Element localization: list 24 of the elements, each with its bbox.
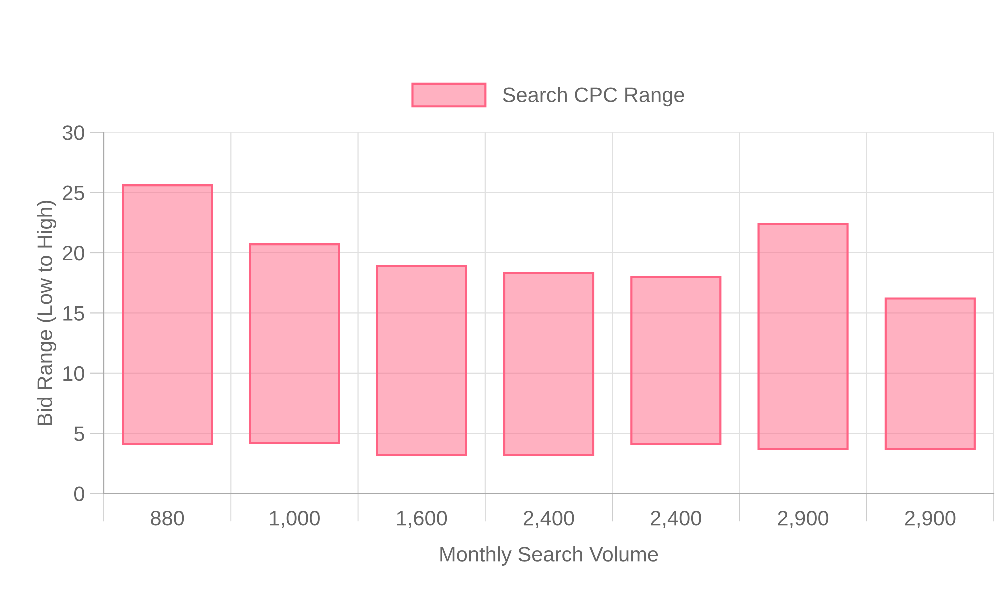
bar <box>503 272 595 456</box>
y-tick-label: 30 <box>62 126 84 140</box>
bar <box>884 298 976 450</box>
y-tick-label: 0 <box>74 486 84 502</box>
y-tick-label: 5 <box>74 426 84 442</box>
x-tick-label: 2,400 <box>524 511 574 528</box>
bar <box>630 276 722 446</box>
y-tick-label: 20 <box>63 246 84 261</box>
bar <box>376 265 468 456</box>
x-tick-label: 1,000 <box>270 511 320 528</box>
x-tick-label: 1,600 <box>397 511 448 528</box>
bar <box>249 244 340 444</box>
x-axis-title: Monthly Search Volume <box>440 546 658 566</box>
y-tick-label: 10 <box>64 366 84 382</box>
x-tick-label: 2,400 <box>651 511 702 528</box>
x-tick-label: 880 <box>151 511 184 526</box>
y-axis-title: Bid Range (Low to High) <box>37 201 57 425</box>
x-tick-label: 2,900 <box>905 511 956 528</box>
bar <box>758 223 849 450</box>
x-tick-label: 2,900 <box>778 511 829 528</box>
bar <box>122 184 214 446</box>
legend-label: Search CPC Range <box>503 87 684 107</box>
y-tick-label: 15 <box>64 306 84 321</box>
y-tick-label: 25 <box>63 186 84 201</box>
